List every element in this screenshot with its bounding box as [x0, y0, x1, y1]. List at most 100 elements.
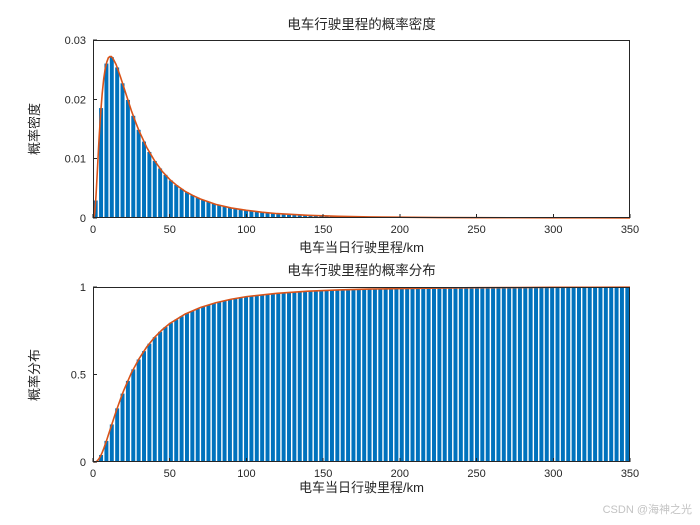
x-tick-label: 0 — [90, 224, 96, 236]
histogram-bar — [99, 108, 104, 218]
histogram-bar — [496, 287, 501, 462]
histogram-bar — [550, 287, 555, 462]
histogram-bar — [367, 289, 372, 462]
histogram-bar — [265, 294, 270, 462]
histogram-bar — [303, 215, 308, 218]
histogram-bar — [410, 288, 415, 462]
x-tick-label: 100 — [237, 224, 255, 236]
histogram-bar — [297, 214, 302, 218]
histogram-bar — [287, 292, 291, 462]
histogram-bar — [120, 393, 125, 462]
x-tick-label: 350 — [621, 224, 639, 236]
histogram-bar — [270, 293, 275, 462]
x-tick-label: 350 — [621, 468, 639, 480]
histogram-bar — [292, 292, 297, 462]
histogram-bar — [501, 287, 506, 462]
histogram-bar — [125, 380, 130, 462]
histogram-bar — [142, 141, 146, 218]
histogram-bar — [528, 287, 533, 462]
histogram-bar — [362, 289, 367, 462]
histogram-bar — [399, 288, 404, 462]
histogram-bar — [555, 287, 560, 462]
watermark: CSDN @海神之光 — [602, 504, 692, 516]
histogram-bar — [254, 211, 259, 218]
histogram-bar — [297, 291, 302, 462]
x-tick-label: 300 — [544, 224, 562, 236]
histogram-bar — [201, 306, 206, 462]
y-tick-label: 0.5 — [71, 370, 86, 382]
histogram-bar — [313, 215, 318, 218]
histogram-bar — [265, 212, 270, 218]
histogram-bar — [270, 213, 275, 218]
histogram-bar — [222, 206, 227, 218]
y-tick-label: 0.03 — [65, 35, 86, 47]
histogram-bar — [609, 287, 614, 462]
x-tick-label: 150 — [314, 468, 332, 480]
histogram-bar — [238, 209, 243, 218]
histogram-bar — [174, 319, 179, 462]
plot-box — [93, 40, 630, 218]
histogram-bar — [276, 213, 281, 218]
histogram-bar — [394, 288, 399, 462]
histogram-bar — [163, 174, 168, 218]
x-tick-label: 150 — [314, 224, 332, 236]
histogram-bar — [125, 99, 130, 218]
histogram-bar — [523, 287, 528, 462]
histogram-bar — [421, 288, 426, 462]
histogram-bar — [308, 291, 313, 462]
histogram-bar — [222, 300, 227, 462]
histogram-bar — [507, 287, 512, 462]
histogram-bar — [211, 203, 216, 218]
histogram-bar — [179, 316, 184, 462]
histogram-bar — [201, 199, 206, 218]
histogram-bar — [517, 287, 522, 462]
histogram-bar — [281, 213, 286, 218]
histogram-bar — [136, 129, 141, 218]
histogram-bar — [571, 287, 576, 462]
histogram-bar — [147, 151, 152, 218]
histogram-bar — [152, 160, 157, 218]
histogram-bar — [378, 288, 383, 462]
histogram-bar — [356, 289, 361, 462]
histogram-bar — [217, 205, 222, 218]
histogram-bar — [480, 287, 485, 462]
histogram-bar — [260, 294, 265, 462]
histogram-bar — [168, 322, 173, 462]
histogram-bar — [184, 192, 189, 218]
histogram-bar — [217, 301, 222, 462]
histogram-bar — [469, 287, 474, 462]
histogram-bar — [313, 290, 318, 462]
histogram-bar — [142, 351, 146, 462]
histogram-bar — [324, 290, 329, 462]
histogram-bar — [109, 424, 114, 462]
histogram-bar — [625, 287, 630, 462]
histogram-bar — [437, 288, 442, 462]
histogram-bar — [539, 287, 544, 462]
y-tick-label: 0.01 — [65, 154, 86, 166]
histogram-bar — [206, 201, 211, 218]
histogram-bar — [104, 440, 109, 462]
histogram-bar — [190, 195, 195, 218]
histogram-bar — [227, 299, 232, 462]
histogram-bar — [383, 288, 388, 462]
histogram-bar — [115, 408, 120, 462]
histogram-bar — [619, 287, 624, 462]
pdf-chart-plot: 0 50 100 150 200 250 300 350 0 0.01 0.02 0.03 — [65, 35, 640, 236]
y-tick-label: 1 — [80, 282, 86, 294]
histogram-bar — [195, 197, 200, 218]
histogram-bar — [426, 288, 431, 462]
cdf-chart-plot: 0 50 100 150 200 250 300 350 0 0.5 1 — [71, 282, 639, 480]
fit-curve — [92, 55, 631, 219]
histogram-bar — [329, 290, 334, 462]
histogram-bar — [104, 63, 109, 218]
histogram-bar — [603, 287, 608, 462]
histogram-bar — [464, 287, 469, 462]
x-tick-label: 100 — [237, 468, 255, 480]
histogram-bar — [474, 287, 479, 462]
histogram-bar — [340, 289, 345, 462]
fit-curve — [93, 286, 631, 463]
x-tick-label: 300 — [544, 468, 562, 480]
histogram-bar — [335, 290, 340, 462]
histogram-bar — [448, 287, 453, 462]
pdf-xaxis-label: 电车当日行驶里程/km — [299, 240, 424, 255]
